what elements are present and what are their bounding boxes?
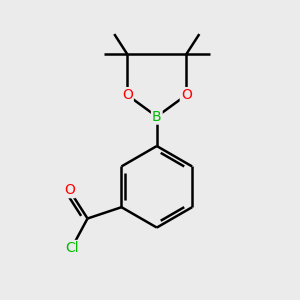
Text: B: B (152, 110, 162, 124)
Text: O: O (64, 183, 75, 197)
Text: O: O (122, 88, 133, 102)
Text: Cl: Cl (65, 241, 79, 255)
Text: O: O (181, 88, 192, 102)
